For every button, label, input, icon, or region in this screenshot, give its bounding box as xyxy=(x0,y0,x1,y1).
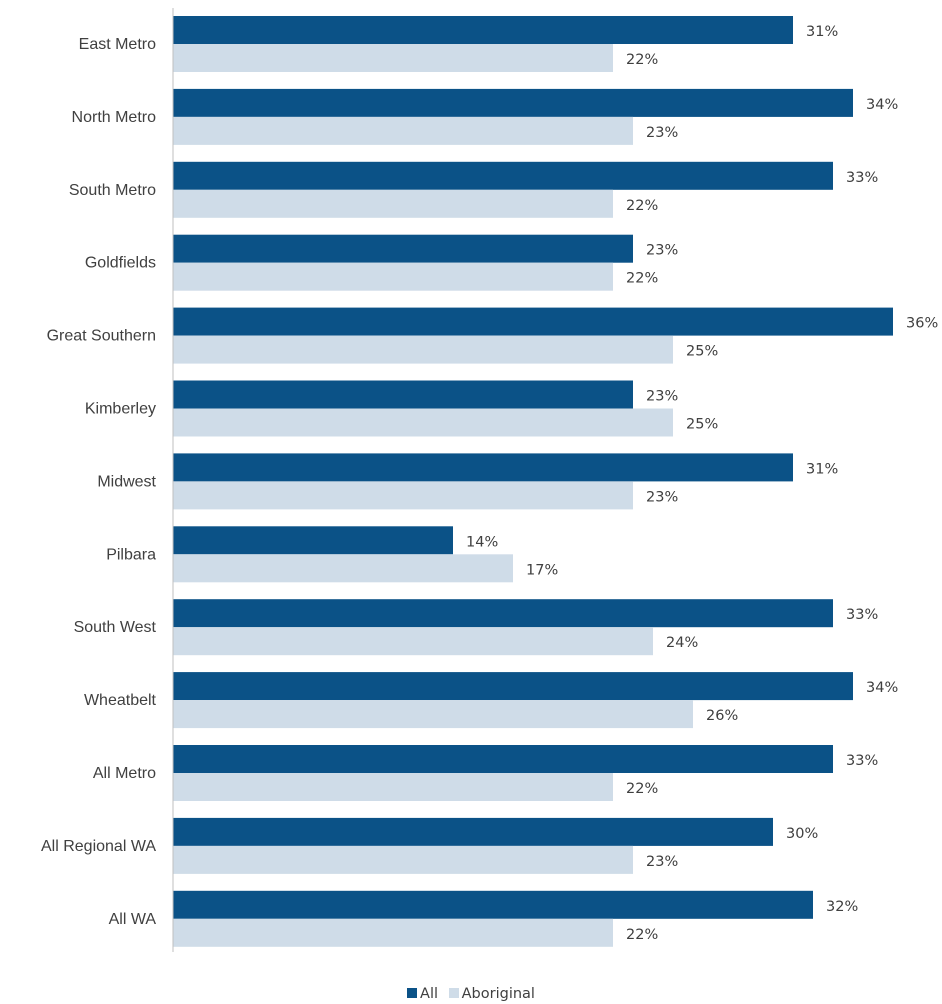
category-label-north-metro: North Metro xyxy=(72,109,157,126)
value-labels: 31% 22% 34% 23% 33% 22% 23% 22% 36% 25% 23% 25% 31% 2… xyxy=(466,24,938,943)
bar-all-north-metro xyxy=(173,88,853,117)
data-label-all-kimberley: 23% xyxy=(646,389,678,405)
bar-aboriginal-wheatbelt xyxy=(173,700,693,729)
category-label-south-metro: South Metro xyxy=(69,182,156,199)
legend-swatch-all xyxy=(407,988,418,998)
bar-all-south-west xyxy=(173,599,833,628)
category-label-kimberley: Kimberley xyxy=(85,401,156,418)
bar-aboriginal-all-regional-wa xyxy=(173,845,633,874)
data-label-aboriginal-east-metro: 22% xyxy=(626,52,658,68)
data-label-all-wheatbelt: 34% xyxy=(866,680,898,696)
bar-aboriginal-south-west xyxy=(173,627,653,656)
bar-aboriginal-south-metro xyxy=(173,189,613,218)
bar-aboriginal-goldfields xyxy=(173,262,613,291)
data-label-aboriginal-midwest: 23% xyxy=(646,489,678,505)
data-label-aboriginal-south-metro: 22% xyxy=(626,198,658,214)
bar-aboriginal-great-southern xyxy=(173,335,673,364)
data-label-aboriginal-kimberley: 25% xyxy=(686,417,718,433)
bar-all-goldfields xyxy=(173,234,633,263)
legend-item-aboriginal: Aboriginal xyxy=(448,984,535,1004)
data-label-all-great-southern: 36% xyxy=(906,316,938,332)
category-label-great-southern: Great Southern xyxy=(47,328,156,345)
category-label-midwest: Midwest xyxy=(97,473,156,490)
data-label-aboriginal-great-southern: 25% xyxy=(686,344,718,360)
legend-label-all: All xyxy=(420,986,439,1002)
data-label-aboriginal-goldfields: 22% xyxy=(626,271,658,287)
data-label-aboriginal-all-regional-wa: 23% xyxy=(646,854,678,870)
bar-all-wheatbelt xyxy=(173,672,853,701)
data-label-all-east-metro: 31% xyxy=(806,24,838,40)
bar-all-east-metro xyxy=(173,16,793,44)
data-label-all-pilbara: 14% xyxy=(466,534,498,550)
bar-all-south-metro xyxy=(173,161,833,190)
data-label-all-south-west: 33% xyxy=(846,607,878,623)
category-labels: East Metro North Metro South Metro Goldfiel… xyxy=(41,36,157,928)
bar-aboriginal-midwest xyxy=(173,481,633,510)
bar-aboriginal-all-wa xyxy=(173,918,613,947)
category-label-all-regional-wa: All Regional WA xyxy=(41,838,156,855)
category-label-wheatbelt: Wheatbelt xyxy=(84,692,157,709)
category-label-all-metro: All Metro xyxy=(93,765,156,782)
data-label-all-midwest: 31% xyxy=(806,461,838,477)
data-label-all-all-regional-wa: 30% xyxy=(786,826,818,842)
data-label-aboriginal-south-west: 24% xyxy=(666,635,698,651)
data-label-aboriginal-all-metro: 22% xyxy=(626,781,658,797)
bar-aboriginal-north-metro xyxy=(173,116,633,145)
data-label-all-goldfields: 23% xyxy=(646,243,678,259)
bar-all-great-southern xyxy=(173,307,893,336)
bar-all-all-metro xyxy=(173,745,833,773)
data-label-aboriginal-north-metro: 23% xyxy=(646,125,678,141)
category-label-all-wa: All WA xyxy=(109,911,157,928)
bar-aboriginal-east-metro xyxy=(173,44,613,72)
data-label-all-all-metro: 33% xyxy=(846,753,878,769)
category-label-south-west: South West xyxy=(74,619,157,636)
legend-swatch-aboriginal xyxy=(448,988,459,998)
category-label-goldfields: Goldfields xyxy=(85,255,156,272)
data-label-all-south-metro: 33% xyxy=(846,170,878,186)
bar-all-pilbara xyxy=(173,526,453,555)
data-label-aboriginal-wheatbelt: 26% xyxy=(706,708,738,724)
bar-aboriginal-kimberley xyxy=(173,408,673,437)
bars-group xyxy=(173,16,893,947)
bar-all-kimberley xyxy=(173,380,633,409)
bar-all-midwest xyxy=(173,453,793,482)
legend-label-aboriginal: Aboriginal xyxy=(461,986,535,1002)
data-label-all-north-metro: 34% xyxy=(866,97,898,113)
bar-aboriginal-all-metro xyxy=(173,773,613,801)
data-label-aboriginal-pilbara: 17% xyxy=(526,562,558,578)
bar-aboriginal-pilbara xyxy=(173,554,513,583)
data-label-aboriginal-all-wa: 22% xyxy=(626,927,658,943)
category-label-east-metro: East Metro xyxy=(79,36,156,53)
category-label-pilbara: Pilbara xyxy=(106,546,156,563)
data-label-all-all-wa: 32% xyxy=(826,899,858,915)
bar-all-all-regional-wa xyxy=(173,817,773,846)
legend: All Aboriginal xyxy=(0,984,942,1004)
bar-all-all-wa xyxy=(173,890,813,919)
legend-item-all: All xyxy=(407,984,438,1004)
